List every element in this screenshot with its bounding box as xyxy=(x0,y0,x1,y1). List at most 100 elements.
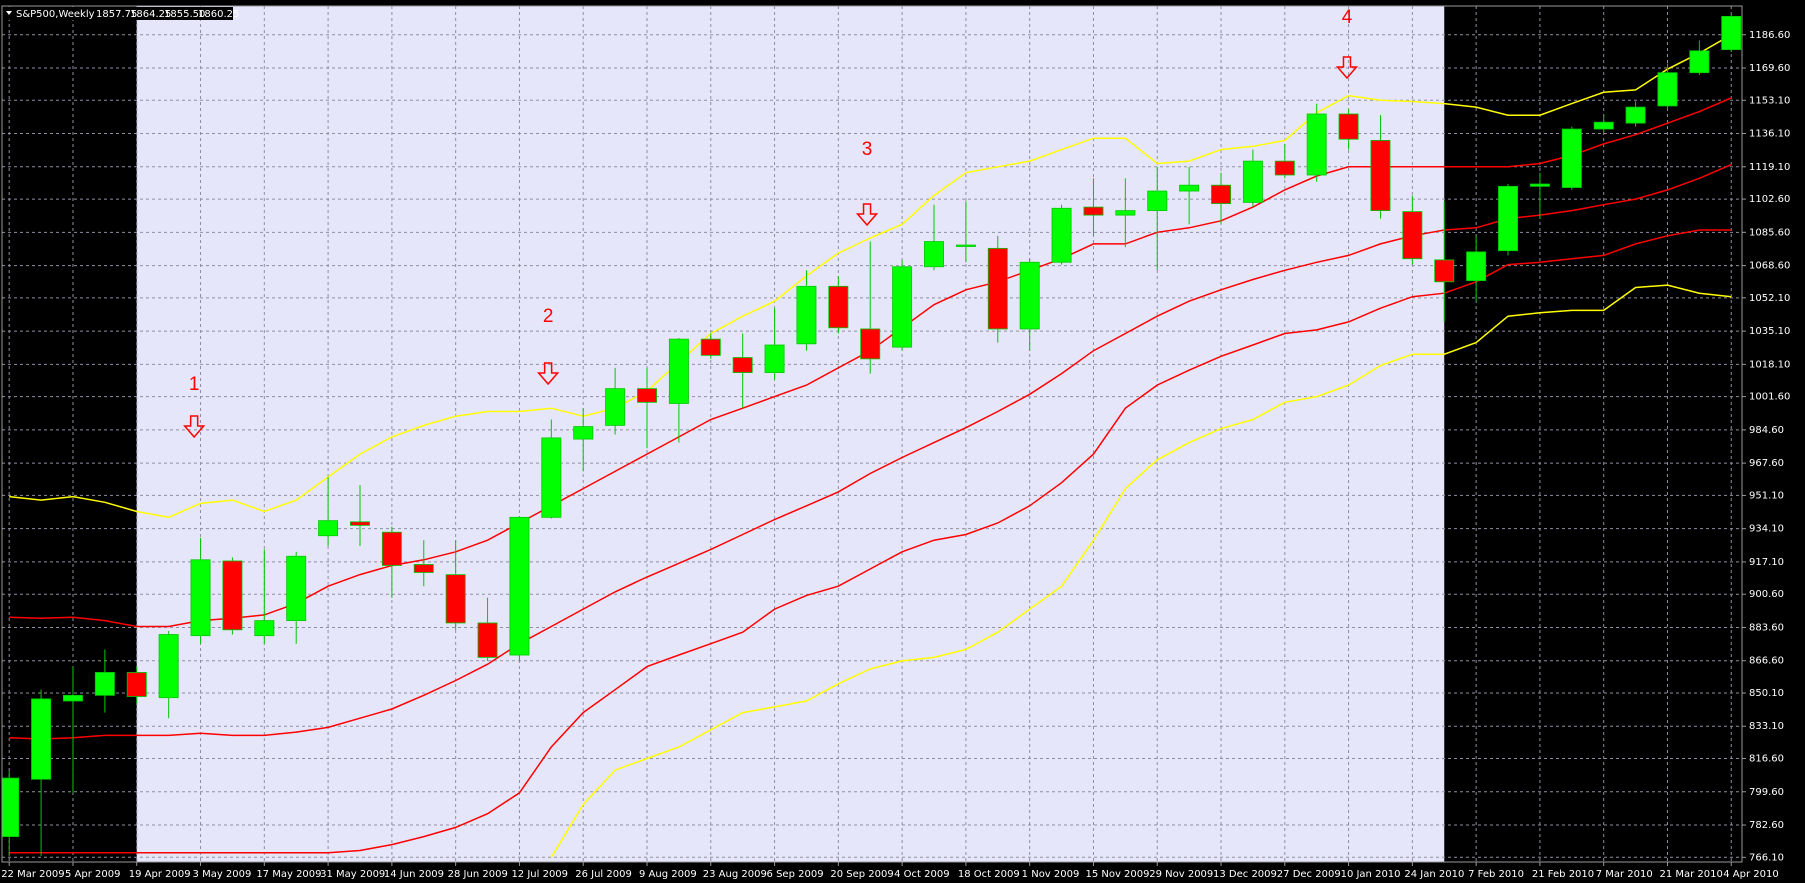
candle-body xyxy=(1051,207,1072,263)
candle-body xyxy=(158,634,179,699)
band-line xyxy=(550,284,1732,858)
candle-body xyxy=(1083,206,1104,216)
x-tick-label: 17 May 2009 xyxy=(256,869,321,880)
candle-body xyxy=(668,338,689,404)
x-tick-label: 28 Jun 2009 xyxy=(448,869,508,880)
x-tick-label: 9 Aug 2009 xyxy=(639,869,697,880)
x-tick-label: 1 Nov 2009 xyxy=(1022,869,1080,880)
candle-body xyxy=(605,388,626,426)
x-tick-label: 10 Jan 2010 xyxy=(1341,869,1401,880)
candle-body xyxy=(1657,72,1678,107)
y-tick-label: 934.10 xyxy=(1749,524,1784,535)
y-tick-label: 833.10 xyxy=(1749,721,1784,732)
candle-body xyxy=(1593,121,1614,130)
candle-body xyxy=(1019,261,1040,330)
y-tick-label: 900.60 xyxy=(1749,589,1784,600)
candle-body xyxy=(94,672,115,696)
candle-body xyxy=(987,247,1008,330)
header-quote: 1864.25 xyxy=(130,9,171,20)
candle-body xyxy=(1115,210,1136,216)
axes: 766.10 782.60 799.60 816.60 833.10 850.10 866.… xyxy=(1,30,1790,880)
x-tick-label: 15 Nov 2009 xyxy=(1085,869,1149,880)
y-tick-label: 782.60 xyxy=(1749,820,1784,831)
x-tick-label: 7 Mar 2010 xyxy=(1596,869,1653,880)
annotation-arrow xyxy=(855,203,879,227)
y-tick-label: 850.10 xyxy=(1749,688,1784,699)
y-tick-label: 799.60 xyxy=(1749,787,1784,798)
annotation-arrow xyxy=(537,362,560,386)
x-tick-label: 7 Feb 2010 xyxy=(1468,869,1524,880)
candle-body xyxy=(541,437,562,518)
y-tick-label: 1153.10 xyxy=(1749,95,1790,106)
y-tick-label: 951.10 xyxy=(1749,490,1784,501)
candle-body xyxy=(860,328,881,360)
y-tick-label: 1001.60 xyxy=(1749,392,1790,403)
y-tick-label: 1035.10 xyxy=(1749,326,1790,337)
candle-body xyxy=(637,388,657,403)
y-tick-label: 1119.10 xyxy=(1749,162,1790,173)
candle-body xyxy=(1498,185,1518,252)
y-tick-label: 984.60 xyxy=(1749,425,1784,436)
x-tick-label: 19 Apr 2009 xyxy=(129,869,191,880)
y-tick-label: 1052.10 xyxy=(1749,293,1790,304)
x-tick-label: 5 Apr 2009 xyxy=(65,869,120,880)
header-quote: 1855.50 xyxy=(164,9,205,20)
y-tick-label: 766.10 xyxy=(1749,852,1784,863)
candle-body xyxy=(1306,113,1327,176)
header: S&P500,Weekly 1857.751864.251855.501860.… xyxy=(3,7,239,20)
annotation-label: 1 xyxy=(189,374,200,395)
candle-body xyxy=(2,777,20,837)
candle-body xyxy=(955,244,976,247)
x-tick-label: 29 Nov 2009 xyxy=(1149,869,1213,880)
candle-body xyxy=(1338,113,1359,140)
y-tick-label: 1169.60 xyxy=(1749,63,1790,74)
x-tick-label: 12 Jul 2009 xyxy=(511,869,568,880)
y-tick-label: 1018.10 xyxy=(1749,359,1790,370)
annotation-arrow xyxy=(1335,56,1359,80)
x-tick-label: 18 Oct 2009 xyxy=(958,869,1020,880)
candle-body xyxy=(764,344,785,373)
highlight-region xyxy=(136,6,1445,862)
candle-body xyxy=(1529,183,1550,187)
x-tick-label: 4 Apr 2010 xyxy=(1723,869,1778,880)
x-tick-label: 21 Feb 2010 xyxy=(1532,869,1594,880)
candle-body xyxy=(924,241,944,268)
candle-body xyxy=(190,559,211,637)
x-tick-label: 22 Mar 2009 xyxy=(1,869,64,880)
candle-body xyxy=(1466,251,1487,282)
header-box xyxy=(3,7,233,20)
candle-body xyxy=(1179,184,1200,192)
y-tick-label: 1068.60 xyxy=(1749,261,1790,272)
candle-body xyxy=(1721,15,1742,51)
candle-body xyxy=(1211,184,1231,204)
candle-body xyxy=(1561,128,1582,188)
candle-body xyxy=(1625,106,1646,124)
y-tick-label: 967.60 xyxy=(1749,458,1784,469)
header-quote: 1860.25 xyxy=(198,9,239,20)
y-tick-label: 917.10 xyxy=(1749,557,1784,568)
candle-body xyxy=(1689,50,1710,74)
y-tick-label: 883.60 xyxy=(1749,622,1784,633)
candle-body xyxy=(796,285,817,345)
candle-body xyxy=(286,555,307,622)
candle-body xyxy=(1147,190,1168,212)
header-quote: 1857.75 xyxy=(96,9,137,20)
plot-area xyxy=(2,6,1742,862)
annotation-label: 4 xyxy=(1342,7,1353,28)
y-tick-label: 866.60 xyxy=(1749,656,1784,667)
candle-body xyxy=(1274,160,1295,176)
x-tick-label: 26 Jul 2009 xyxy=(575,869,632,880)
y-tick-label: 1102.60 xyxy=(1749,194,1790,205)
x-tick-label: 21 Mar 2010 xyxy=(1659,869,1722,880)
header-menu-icon xyxy=(6,11,12,15)
candle-body xyxy=(573,426,594,440)
y-tick-label: 1136.10 xyxy=(1749,129,1790,140)
candle-body xyxy=(892,266,913,348)
candle-body xyxy=(413,564,434,573)
x-tick-label: 14 Jun 2009 xyxy=(384,869,444,880)
candle-body xyxy=(126,672,147,697)
plot-frame xyxy=(1,5,1743,863)
candle-body xyxy=(1434,259,1455,283)
